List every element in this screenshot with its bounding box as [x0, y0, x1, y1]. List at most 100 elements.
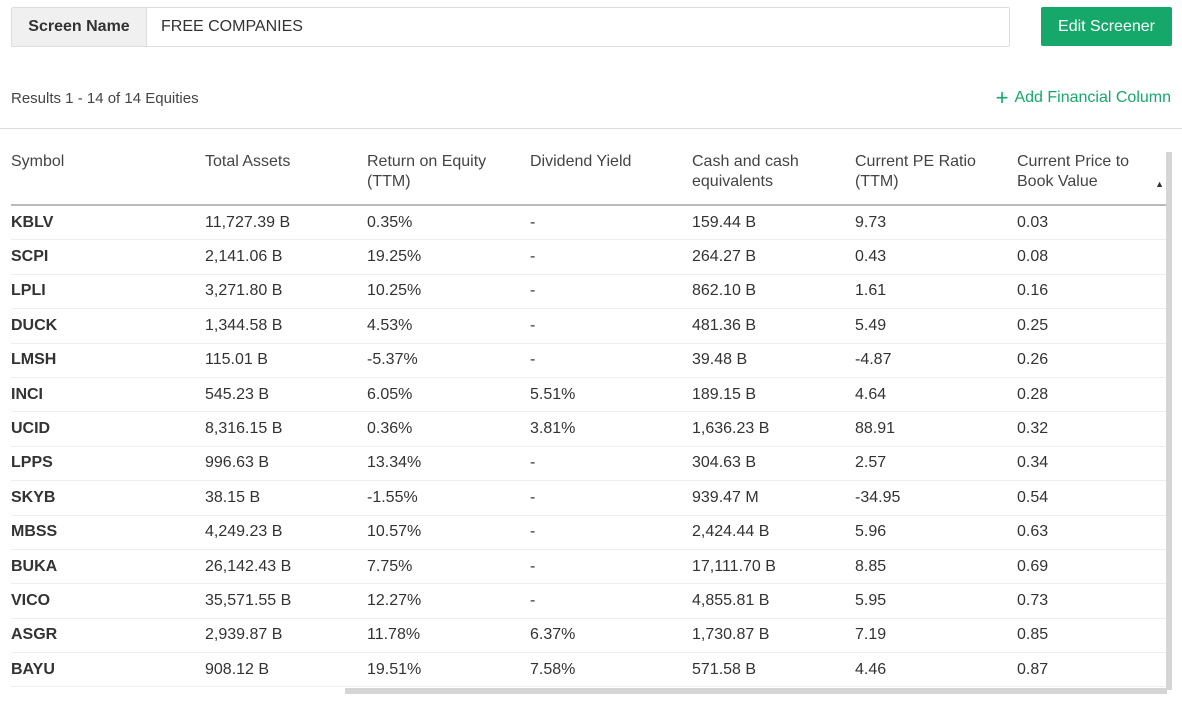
table-row[interactable]: INCI 545.23 B 6.05% 5.51% 189.15 B 4.64 0.28	[11, 377, 1166, 413]
table-row[interactable]: ASGR 2,939.87 B 11.78% 6.37% 1,730.87 B 7.19 0…	[11, 618, 1166, 654]
column-header-label: Total Assets	[205, 153, 291, 170]
table-cell: 11.78%	[367, 618, 530, 654]
plus-icon: +	[995, 85, 1009, 110]
column-header[interactable]: Current PE Ratio (TTM)	[855, 152, 1017, 206]
symbol-link[interactable]: SCPI	[11, 239, 205, 275]
table-cell: -	[530, 308, 692, 344]
column-header[interactable]: Symbol	[11, 152, 205, 206]
symbol-link[interactable]: INCI	[11, 377, 205, 413]
table-cell: 2,141.06 B	[205, 239, 367, 275]
symbol-link[interactable]: DUCK	[11, 308, 205, 344]
table-cell: 189.15 B	[692, 377, 855, 413]
table-row[interactable]: SKYB 38.15 B -1.55% -939.47 M -34.95 0.54	[11, 480, 1166, 516]
column-header[interactable]: Return on Equity (TTM)	[367, 152, 530, 206]
table-cell: -	[530, 446, 692, 482]
table-cell: 571.58 B	[692, 652, 855, 688]
column-header[interactable]: Current Price to Book Value ▲	[1017, 152, 1166, 206]
table-cell: 545.23 B	[205, 377, 367, 413]
table-cell: 159.44 B	[692, 205, 855, 241]
table-cell: 19.25%	[367, 239, 530, 275]
table-cell: 4.64	[855, 377, 1017, 413]
add-financial-column-button[interactable]: + Add Financial Column	[995, 85, 1171, 110]
table-cell: 0.25	[1017, 308, 1166, 344]
table-cell: -	[530, 205, 692, 241]
results-table: Symbol Total Assets Return on Equity (TTM)…	[11, 152, 1166, 688]
table-cell: 4.53%	[367, 308, 530, 344]
symbol-link[interactable]: LPLI	[11, 274, 205, 310]
symbol-link[interactable]: LPPS	[11, 446, 205, 482]
table-cell: 6.37%	[530, 618, 692, 654]
table-cell: 862.10 B	[692, 274, 855, 310]
symbol-link[interactable]: MBSS	[11, 515, 205, 550]
table-row[interactable]: LPPS 996.63 B 13.34% -304.63 B 2.57 0.34	[11, 446, 1166, 482]
table-cell: 1,636.23 B	[692, 411, 855, 447]
table-cell: 115.01 B	[205, 343, 367, 378]
table-cell: 0.35%	[367, 205, 530, 241]
table-cell: 0.73	[1017, 583, 1166, 619]
table-row[interactable]: BUKA 26,142.43 B 7.75% -17,111.70 B 8.85 0.69	[11, 549, 1166, 585]
table-cell: -1.55%	[367, 480, 530, 516]
symbol-link[interactable]: BUKA	[11, 549, 205, 585]
table-cell: 5.95	[855, 583, 1017, 619]
table-row[interactable]: VICO 35,571.55 B 12.27% -4,855.81 B 5.95 0.73	[11, 583, 1166, 619]
table-cell: 5.96	[855, 515, 1017, 550]
table-cell: 0.36%	[367, 411, 530, 447]
table-row[interactable]: LMSH 115.01 B -5.37% -39.48 B -4.87 0.26	[11, 343, 1166, 378]
table-cell: 2,939.87 B	[205, 618, 367, 654]
table-cell: 939.47 M	[692, 480, 855, 516]
symbol-link[interactable]: SKYB	[11, 480, 205, 516]
table-cell: 5.49	[855, 308, 1017, 344]
table-cell: 1,730.87 B	[692, 618, 855, 654]
column-header[interactable]: Cash and cash equivalents	[692, 152, 855, 206]
table-cell: 39.48 B	[692, 343, 855, 378]
table-cell: 7.58%	[530, 652, 692, 688]
screen-name-input[interactable]: FREE COMPANIES	[161, 18, 303, 35]
table-cell: 908.12 B	[205, 652, 367, 688]
table-cell: 3,271.80 B	[205, 274, 367, 310]
symbol-link[interactable]: UCID	[11, 411, 205, 447]
table-cell: 88.91	[855, 411, 1017, 447]
table-row[interactable]: SCPI 2,141.06 B 19.25% -264.27 B 0.43 0.08	[11, 239, 1166, 275]
table-cell: -	[530, 274, 692, 310]
table-row[interactable]: KBLV 11,727.39 B 0.35% -159.44 B 9.73 0.03	[11, 205, 1166, 241]
column-header-label: Cash and cash equivalents	[692, 153, 799, 190]
table-cell: 7.19	[855, 618, 1017, 654]
screen-name-field[interactable]: Screen Name FREE COMPANIES	[11, 7, 1010, 47]
table-cell: 0.43	[855, 239, 1017, 275]
table-cell: 7.75%	[367, 549, 530, 585]
column-header[interactable]: Total Assets	[205, 152, 367, 206]
column-header[interactable]: Dividend Yield	[530, 152, 692, 206]
table-cell: 0.16	[1017, 274, 1166, 310]
add-financial-column-label: Add Financial Column	[1014, 89, 1171, 106]
column-header-label: Return on Equity (TTM)	[367, 153, 487, 190]
table-row[interactable]: DUCK 1,344.58 B 4.53% -481.36 B 5.49 0.25	[11, 308, 1166, 344]
vertical-scrollbar[interactable]	[1166, 152, 1172, 690]
table-row[interactable]: LPLI 3,271.80 B 10.25% -862.10 B 1.61 0.16	[11, 274, 1166, 310]
table-cell: 2,424.44 B	[692, 515, 855, 550]
table-cell: 1.61	[855, 274, 1017, 310]
table-cell: 12.27%	[367, 583, 530, 619]
table-cell: -	[530, 549, 692, 585]
column-header-label: Current Price to Book Value	[1017, 153, 1130, 190]
symbol-link[interactable]: VICO	[11, 583, 205, 619]
sort-ascending-icon[interactable]: ▲	[1155, 179, 1164, 189]
symbol-link[interactable]: KBLV	[11, 205, 205, 241]
table-row[interactable]: MBSS 4,249.23 B 10.57% -2,424.44 B 5.96 0.63	[11, 515, 1166, 550]
table-cell: 9.73	[855, 205, 1017, 241]
table-cell: 3.81%	[530, 411, 692, 447]
horizontal-scrollbar[interactable]	[345, 688, 1167, 694]
table-cell: 11,727.39 B	[205, 205, 367, 241]
symbol-link[interactable]: BAYU	[11, 652, 205, 688]
symbol-link[interactable]: LMSH	[11, 343, 205, 378]
symbol-link[interactable]: ASGR	[11, 618, 205, 654]
divider	[0, 128, 1182, 129]
table-row[interactable]: UCID 8,316.15 B 0.36% 3.81% 1,636.23 B 88.91 0…	[11, 411, 1166, 447]
table-cell: 13.34%	[367, 446, 530, 482]
table-cell: 0.69	[1017, 549, 1166, 585]
table-row[interactable]: BAYU 908.12 B 19.51% 7.58% 571.58 B 4.46 0.87	[11, 652, 1166, 688]
table-cell: 0.32	[1017, 411, 1166, 447]
edit-screener-button[interactable]: Edit Screener	[1041, 7, 1172, 46]
table-cell: 304.63 B	[692, 446, 855, 482]
table-cell: -	[530, 239, 692, 275]
table-cell: -	[530, 515, 692, 550]
